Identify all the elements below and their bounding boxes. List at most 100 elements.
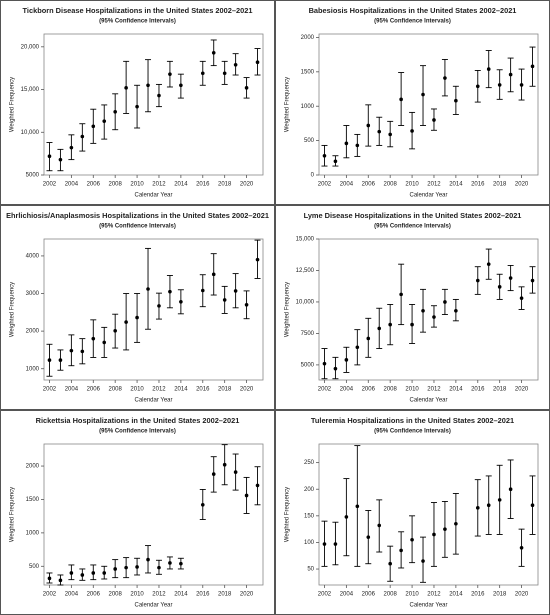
x-tick-label: 2004 [340, 592, 354, 598]
point [124, 565, 128, 570]
x-tick-label: 2004 [65, 592, 79, 598]
y-tick-label: 15,000 [296, 237, 315, 243]
point [344, 358, 349, 362]
x-tick-label: 2002 [318, 592, 332, 598]
point [157, 304, 161, 308]
point [333, 366, 338, 371]
point [366, 535, 371, 539]
point [179, 83, 183, 88]
x-tick-label: 2016 [196, 592, 210, 598]
y-tick-label: 50 [307, 567, 314, 573]
point [91, 336, 96, 341]
x-tick-label: 2014 [449, 387, 463, 393]
x-tick-label: 2014 [174, 387, 188, 393]
x-tick-label: 2018 [493, 182, 507, 188]
point [519, 545, 524, 550]
point [344, 515, 349, 519]
x-tick-label: 2002 [43, 182, 57, 188]
y-tick-label: 150 [304, 513, 315, 519]
point [322, 542, 327, 546]
panel-border [0, 0, 275, 205]
x-tick-label: 2010 [130, 592, 144, 598]
y-tick-label: 5000 [301, 362, 315, 368]
chart-panel: Rickettsia Hospitalizations in the Unite… [0, 410, 275, 615]
x-tick-label: 2002 [318, 387, 332, 393]
point [113, 109, 117, 114]
x-axis-label: Calendar Year [409, 603, 447, 609]
y-tick-label: 5000 [26, 173, 40, 179]
point [497, 285, 502, 289]
panel-border [0, 205, 275, 410]
y-axis-label: Weighted Frequency [285, 487, 291, 542]
x-tick-label: 2020 [515, 592, 529, 598]
point [69, 145, 74, 150]
point [211, 51, 216, 55]
x-tick-label: 2008 [108, 182, 122, 188]
point [410, 537, 414, 542]
point [366, 123, 371, 128]
y-tick-label: 250 [304, 460, 315, 466]
y-tick-label: 3000 [26, 291, 40, 297]
x-tick-label: 2018 [218, 387, 232, 393]
point [388, 322, 392, 327]
panel-border [275, 410, 550, 615]
chart-panel: Lyme Disease Hospitalizations in the Uni… [275, 205, 550, 410]
y-axis-label: Weighted Frequency [10, 487, 16, 542]
chart-panel: Tuleremia Hospitalizations in the United… [275, 410, 550, 615]
point [124, 86, 128, 90]
point [344, 141, 349, 146]
x-tick-label: 2010 [130, 387, 144, 393]
x-tick-label: 2012 [152, 182, 166, 188]
point [519, 296, 524, 300]
point [355, 504, 360, 509]
chart-subtitle: (95% Confidence Intervals) [99, 19, 176, 25]
point [377, 326, 382, 331]
x-tick-label: 2002 [43, 387, 57, 393]
x-tick-label: 2020 [240, 387, 254, 393]
point [47, 576, 52, 581]
point [421, 559, 425, 563]
chart-panel: Ehrlichiosis/Anaplasmosis Hospitalizatio… [0, 205, 275, 410]
x-tick-label: 2012 [427, 592, 441, 598]
point [233, 62, 238, 67]
point [454, 308, 458, 313]
point [69, 348, 74, 353]
point [146, 557, 150, 562]
x-tick-label: 2004 [65, 182, 79, 188]
panel-border [275, 0, 550, 205]
chart-panel: Babesiosis Hospitalizations in the Unite… [275, 0, 550, 205]
y-tick-label: 7500 [301, 331, 315, 337]
x-axis-label: Calendar Year [134, 398, 172, 404]
y-tick-label: 500 [304, 138, 315, 144]
point [497, 498, 502, 502]
point [432, 315, 436, 319]
point [124, 320, 128, 324]
point [333, 542, 338, 546]
point [168, 72, 172, 76]
point [222, 71, 227, 76]
x-tick-label: 2012 [427, 182, 441, 188]
y-tick-label: 1500 [26, 497, 40, 503]
x-tick-label: 2016 [471, 182, 485, 188]
chart-title: Ehrlichiosis/Anaplasmosis Hospitalizatio… [6, 211, 269, 220]
point [399, 548, 403, 553]
y-axis-label: Weighted Frequency [10, 282, 16, 337]
point [454, 522, 458, 526]
y-tick-label: 1000 [301, 104, 315, 110]
point [233, 289, 238, 293]
point [388, 132, 392, 137]
point [135, 315, 139, 320]
point [168, 289, 172, 294]
chart-subtitle: (95% Confidence Intervals) [374, 224, 451, 230]
point [486, 503, 491, 507]
point [508, 72, 513, 77]
x-tick-label: 2016 [196, 182, 210, 188]
point [377, 523, 382, 528]
x-tick-label: 2020 [240, 592, 254, 598]
point [179, 561, 183, 566]
point [519, 83, 524, 87]
x-tick-label: 2016 [471, 387, 485, 393]
point [366, 336, 371, 341]
x-tick-label: 2018 [493, 592, 507, 598]
y-tick-label: 2000 [26, 464, 40, 470]
